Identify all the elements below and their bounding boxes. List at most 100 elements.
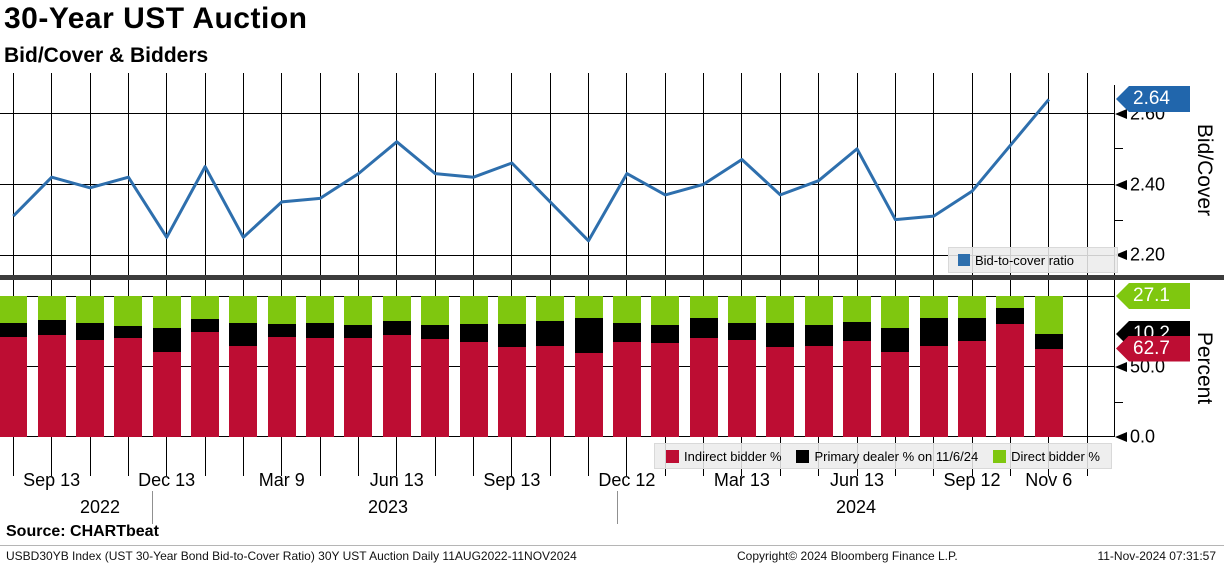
gridline-v [664, 73, 666, 476]
footer-rule [0, 545, 1224, 546]
line-chart-area[interactable] [0, 85, 1115, 255]
gridline-v [242, 73, 244, 476]
year-label: 2024 [835, 497, 877, 517]
bar-indirect-segment [881, 351, 910, 437]
bar-indirect-segment [1034, 348, 1063, 437]
gridline-v [626, 73, 628, 476]
bar-direct-segment [536, 296, 565, 322]
bar-direct-segment [0, 296, 28, 323]
bar-primary-segment [766, 322, 795, 347]
bar-indirect-segment [536, 346, 565, 437]
bar-indirect-segment [344, 338, 373, 437]
bar-primary-segment [651, 325, 680, 344]
bar-primary-segment [612, 322, 641, 342]
source-label: Source: CHARTbeat [6, 523, 159, 540]
bar-direct-segment [727, 296, 756, 323]
gridline-v [281, 73, 283, 476]
bar-indirect-segment [0, 336, 28, 437]
x-tick-label: Sep 12 [943, 470, 1001, 490]
y-tick-arrow [1115, 250, 1127, 260]
bar-indirect-segment [766, 346, 795, 437]
gridline-v [1048, 73, 1050, 476]
bid-to-cover-swatch [958, 254, 970, 266]
bar-primary-segment [727, 322, 756, 341]
gridline-v [127, 73, 129, 476]
x-tick-label: Jun 13 [369, 470, 424, 490]
gridline-v [1009, 73, 1011, 476]
bar-primary-segment [114, 325, 143, 339]
bar-indirect-segment [421, 339, 450, 437]
year-label: 2022 [79, 497, 121, 517]
footer-copyright: Copyright© 2024 Bloomberg Finance L.P. [737, 549, 958, 563]
year-label: 2023 [367, 497, 409, 517]
bar-primary-segment [76, 323, 104, 341]
bar-indirect-segment [229, 345, 258, 437]
bar-chart-area[interactable] [0, 281, 1115, 437]
bar-direct-segment [612, 296, 641, 323]
bar-primary-segment [37, 320, 66, 335]
bar-primary-segment [804, 324, 833, 347]
bar-primary-segment [958, 318, 987, 341]
bar-primary-segment [574, 317, 603, 354]
y-minor-tick [1115, 401, 1123, 403]
last-value-tag-indirect: 62.7 [1116, 335, 1190, 362]
y-minor-tick [1115, 148, 1123, 149]
bar-direct-segment [114, 296, 143, 326]
bar-primary-segment [843, 322, 871, 341]
bar-direct-segment [689, 296, 718, 318]
y-tick-label: 2.40 [1130, 174, 1166, 194]
bar-indirect-segment [804, 346, 833, 437]
gridline-v [549, 73, 551, 476]
gridline-v [434, 73, 436, 476]
x-tick-label: Jun 13 [829, 470, 885, 490]
gridline-v [511, 73, 513, 476]
y-tick-arrow [1115, 431, 1127, 442]
bar-primary-segment [267, 324, 296, 337]
bid-to-cover-legend-label: Bid-to-cover ratio [975, 252, 1074, 268]
bar-direct-segment [306, 296, 335, 323]
bar-direct-segment [191, 296, 220, 319]
bar-indirect-segment [651, 343, 680, 437]
bar-direct-segment [152, 296, 181, 329]
bar-indirect-segment [267, 336, 296, 437]
bar-primary-segment [344, 324, 373, 339]
panel-divider [0, 275, 1224, 280]
bar-legend: Indirect bidder % Primary dealer % on 11… [654, 443, 1112, 469]
x-tick-label: Dec 13 [138, 470, 196, 490]
bar-direct-segment [459, 296, 488, 324]
gridline-v [703, 73, 705, 476]
bar-indirect-segment [689, 337, 718, 437]
bar-primary-segment [152, 328, 181, 352]
bar-indirect-segment [843, 340, 871, 437]
gridline-v [396, 73, 398, 476]
x-tick-label: Sep 13 [483, 470, 541, 490]
gridline-v [588, 73, 590, 476]
bar-primary-segment [919, 317, 948, 346]
bar-primary-segment [421, 325, 450, 340]
bar-primary-segment [689, 317, 718, 338]
gridline-v [971, 73, 973, 476]
bar-direct-segment [574, 296, 603, 318]
bar-indirect-segment [306, 337, 335, 437]
bar-direct-segment [843, 296, 871, 323]
bar-primary-segment [191, 318, 220, 332]
bar-direct-segment [497, 296, 526, 325]
bar-primary-segment [382, 321, 411, 335]
x-tick-label: Nov 6 [1025, 470, 1073, 490]
last-value-tag-bid-cover: 2.64 [1116, 86, 1190, 112]
year-separator [617, 491, 618, 524]
bar-primary-segment [536, 321, 565, 347]
gridline-h [0, 254, 1115, 256]
legend-item-direct: Direct bidder % [993, 449, 1100, 464]
x-tick-label: Mar 13 [713, 470, 770, 490]
bar-indirect-segment [152, 351, 181, 437]
gridline-v [204, 73, 206, 476]
bar-direct-segment [37, 296, 66, 321]
bar-direct-segment [267, 296, 296, 325]
bar-indirect-segment [497, 346, 526, 437]
legend-item-primary: Primary dealer % on 11/6/24 [796, 449, 978, 464]
gridline-v [818, 73, 820, 476]
page-subtitle: Bid/Cover & Bidders [4, 44, 209, 67]
bar-direct-segment [766, 296, 795, 323]
